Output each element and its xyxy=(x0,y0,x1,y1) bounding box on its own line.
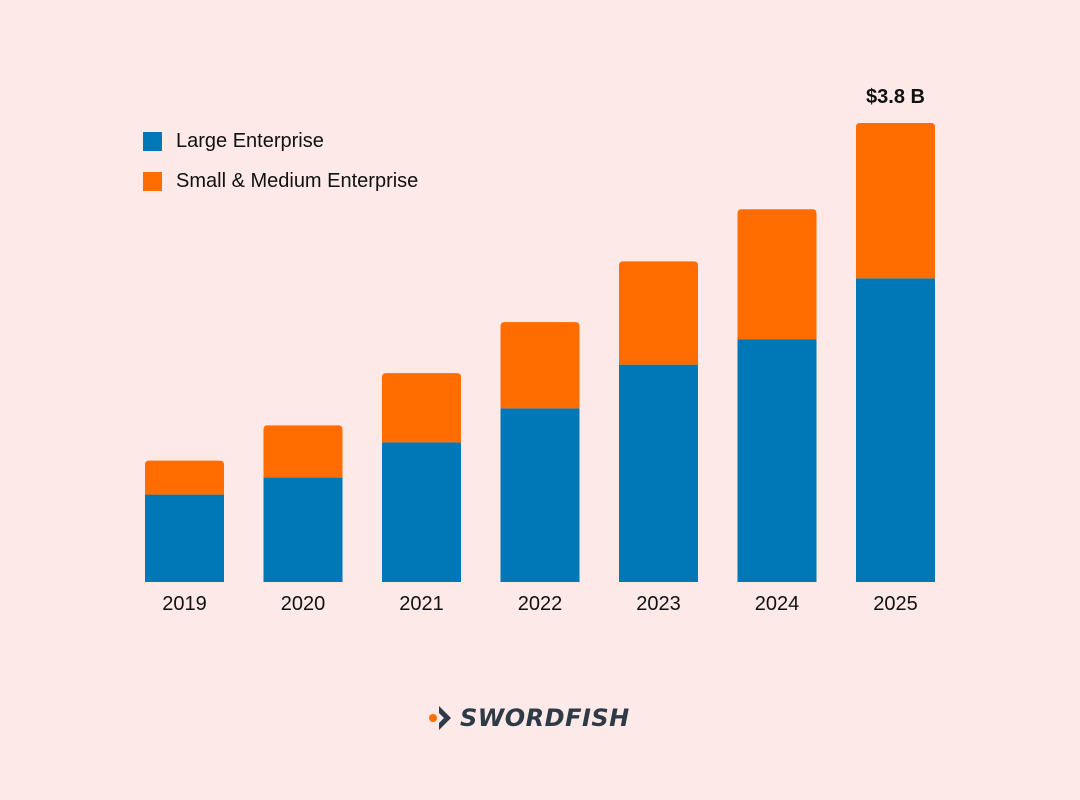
total-value-label: $3.8 B xyxy=(866,86,925,108)
bar-large-enterprise-2022 xyxy=(500,408,580,582)
legend-item-sme: Small & Medium Enterprise xyxy=(143,168,418,194)
swordfish-logo: SWORDFISH xyxy=(428,700,630,736)
bar-sme-2021 xyxy=(382,373,461,443)
x-tick-label-2025: 2025 xyxy=(873,593,918,615)
x-tick-label-2022: 2022 xyxy=(518,593,563,615)
legend: Large Enterprise Small & Medium Enterpri… xyxy=(143,128,418,208)
bar-sme-2019 xyxy=(145,460,224,495)
bar-sme-2025 xyxy=(856,123,935,279)
bar-large-enterprise-2023 xyxy=(619,364,698,582)
bar-large-enterprise-2021 xyxy=(382,442,461,582)
bar-sme-2023 xyxy=(619,261,698,365)
legend-label-sme: Small & Medium Enterprise xyxy=(176,169,419,192)
x-tick-label-2019: 2019 xyxy=(162,593,207,615)
bar-large-enterprise-2019 xyxy=(145,494,224,582)
x-tick-label-2024: 2024 xyxy=(755,593,800,615)
legend-item-large-enterprise: Large Enterprise xyxy=(143,128,418,154)
bar-sme-2024 xyxy=(737,209,817,340)
bar-sme-2020 xyxy=(263,425,343,478)
x-tick-label-2020: 2020 xyxy=(281,593,326,615)
brand-name: SWORDFISH xyxy=(460,704,630,732)
swordfish-arrow-icon xyxy=(429,706,451,730)
legend-swatch-large-enterprise xyxy=(143,131,162,151)
bar-sme-2022 xyxy=(500,322,580,409)
bar-large-enterprise-2020 xyxy=(263,477,343,582)
x-tick-label-2021: 2021 xyxy=(399,593,444,615)
x-tick-label-2023: 2023 xyxy=(636,593,681,615)
legend-swatch-sme xyxy=(143,171,162,191)
bar-large-enterprise-2024 xyxy=(737,339,817,582)
bar-large-enterprise-2025 xyxy=(856,278,935,582)
legend-label-large-enterprise: Large Enterprise xyxy=(176,129,324,152)
